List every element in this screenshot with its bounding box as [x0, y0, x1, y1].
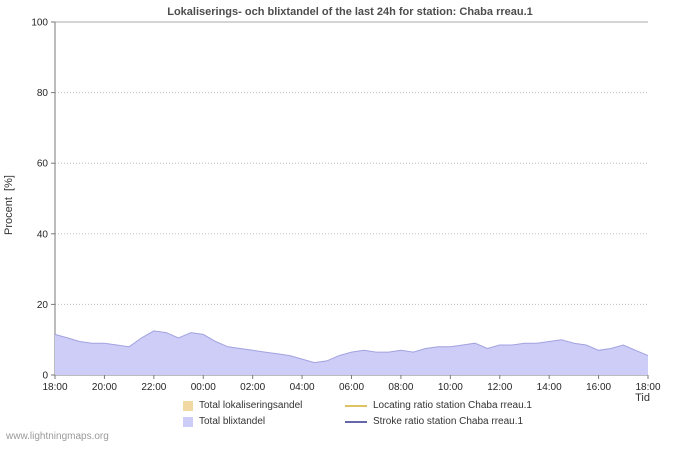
- legend-swatch: [183, 416, 193, 427]
- y-tick-label: 20: [37, 300, 49, 311]
- legend-swatch: [183, 400, 193, 411]
- x-tick-label: 18:00: [42, 382, 67, 393]
- x-axis-label: Tid: [635, 392, 650, 404]
- legend-label: Total lokaliseringsandel: [199, 400, 303, 411]
- y-tick-label: 60: [37, 159, 49, 170]
- legend-item: Stroke ratio station Chaba rreau.1: [345, 415, 532, 428]
- legend-label: Total blixtandel: [199, 416, 266, 427]
- legend-item: Total blixtandel: [183, 415, 345, 428]
- legend: Total lokaliseringsandel Locating ratio s…: [183, 399, 532, 428]
- x-tick-label: 06:00: [339, 382, 364, 393]
- x-tick-label: 08:00: [388, 382, 413, 393]
- legend-line-marker: [345, 404, 367, 407]
- x-tick-label: 12:00: [487, 382, 512, 393]
- x-tick-label: 14:00: [537, 382, 562, 393]
- y-tick-label: 100: [31, 18, 48, 29]
- y-tick-label: 80: [37, 88, 49, 99]
- legend-label: Stroke ratio station Chaba rreau.1: [373, 416, 524, 427]
- x-tick-label: 02:00: [240, 382, 265, 393]
- x-tick-label: 00:00: [191, 382, 216, 393]
- x-tick-label: 22:00: [141, 382, 166, 393]
- x-tick-label: 10:00: [438, 382, 463, 393]
- area-series-edge: [54, 330, 649, 364]
- area-series: [55, 330, 648, 375]
- legend-line-marker: [345, 420, 367, 423]
- x-tick-label: 16:00: [586, 382, 611, 393]
- x-tick-label: 20:00: [92, 382, 117, 393]
- x-tick-label: 18:00: [635, 382, 660, 393]
- y-tick-label: 40: [37, 229, 49, 240]
- watermark-link[interactable]: www.lightningmaps.org: [6, 431, 109, 442]
- chart-title: Lokaliserings- och blixtandel of the las…: [167, 6, 533, 18]
- legend-label: Locating ratio station Chaba rreau.1: [373, 400, 532, 411]
- legend-item: Locating ratio station Chaba rreau.1: [345, 399, 532, 412]
- y-tick-label: 0: [42, 371, 48, 382]
- x-tick-label: 04:00: [290, 382, 315, 393]
- legend-item: Total lokaliseringsandel: [183, 399, 345, 412]
